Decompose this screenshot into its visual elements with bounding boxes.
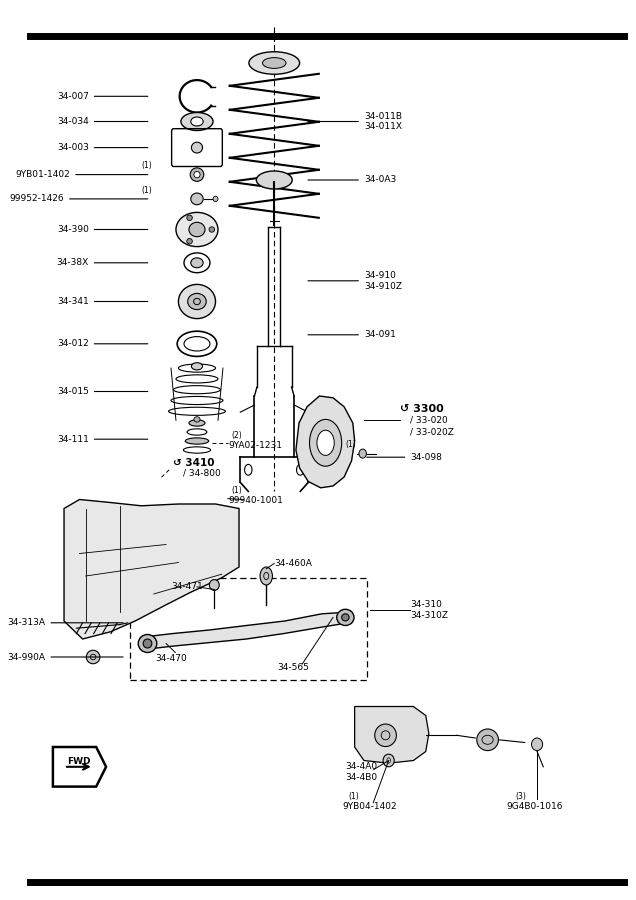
Text: / 34-800: / 34-800: [183, 469, 221, 478]
Text: 34-341: 34-341: [57, 297, 148, 306]
Ellipse shape: [86, 650, 100, 664]
Ellipse shape: [477, 729, 499, 751]
Text: 34-990A: 34-990A: [8, 652, 123, 662]
Ellipse shape: [191, 363, 202, 370]
Ellipse shape: [138, 634, 157, 652]
Text: 34-011B
34-011X: 34-011B 34-011X: [308, 112, 402, 131]
Ellipse shape: [189, 222, 205, 237]
Ellipse shape: [176, 212, 218, 247]
Text: 34-4B0: 34-4B0: [345, 773, 378, 782]
Text: 34-007: 34-007: [57, 92, 148, 101]
Text: ↺ 3300: ↺ 3300: [400, 403, 443, 414]
Ellipse shape: [209, 580, 219, 590]
Polygon shape: [296, 396, 355, 488]
Polygon shape: [141, 612, 350, 650]
Text: 99940-1001: 99940-1001: [228, 496, 283, 505]
Text: 9YA02-1231: 9YA02-1231: [228, 441, 282, 450]
Ellipse shape: [143, 639, 152, 648]
Text: 99952-1426: 99952-1426: [10, 194, 148, 203]
Text: 34-910
34-910Z: 34-910 34-910Z: [308, 271, 402, 291]
Text: 34-012: 34-012: [57, 339, 148, 348]
Text: 34-0A3: 34-0A3: [308, 176, 396, 184]
Text: 34-390: 34-390: [57, 225, 148, 234]
Text: (1): (1): [141, 161, 152, 170]
Text: 34-310: 34-310: [410, 600, 442, 609]
Ellipse shape: [191, 193, 203, 205]
Ellipse shape: [181, 112, 213, 130]
Ellipse shape: [310, 419, 342, 466]
Text: (1): (1): [349, 792, 359, 801]
Ellipse shape: [187, 215, 192, 220]
Ellipse shape: [194, 417, 200, 422]
Ellipse shape: [209, 227, 214, 232]
Text: 34-015: 34-015: [57, 387, 148, 396]
Ellipse shape: [249, 51, 300, 75]
Ellipse shape: [256, 171, 292, 189]
Polygon shape: [64, 500, 239, 639]
Text: 34-313A: 34-313A: [8, 618, 123, 627]
Text: 34-38X: 34-38X: [57, 258, 148, 267]
Text: ↺ 3410: ↺ 3410: [174, 457, 215, 468]
Ellipse shape: [342, 614, 349, 621]
Ellipse shape: [336, 609, 354, 626]
Text: 34-460A: 34-460A: [274, 559, 312, 568]
Text: 34-111: 34-111: [57, 435, 148, 444]
Ellipse shape: [194, 171, 200, 177]
Text: 34-034: 34-034: [57, 117, 148, 126]
Text: (1): (1): [345, 440, 356, 449]
Text: (1): (1): [231, 486, 242, 495]
Ellipse shape: [191, 257, 203, 268]
Ellipse shape: [532, 738, 543, 751]
Ellipse shape: [179, 284, 216, 319]
Text: 34-471: 34-471: [171, 582, 203, 591]
Ellipse shape: [189, 419, 205, 426]
Text: (1): (1): [141, 186, 152, 195]
Text: 34-4A0: 34-4A0: [345, 762, 378, 771]
Ellipse shape: [375, 724, 396, 747]
Text: 34-003: 34-003: [57, 143, 148, 152]
Ellipse shape: [187, 238, 192, 244]
Text: / 33-020: / 33-020: [410, 416, 448, 425]
Text: / 33-020Z: / 33-020Z: [410, 428, 454, 436]
Text: 34-310Z: 34-310Z: [410, 611, 448, 620]
Text: 34-470: 34-470: [155, 654, 187, 663]
Ellipse shape: [191, 117, 203, 126]
Text: 34-098: 34-098: [367, 453, 442, 462]
Text: 9YB04-1402: 9YB04-1402: [342, 802, 397, 811]
Ellipse shape: [301, 458, 307, 467]
Text: 9YB01-1402: 9YB01-1402: [15, 170, 148, 179]
Ellipse shape: [185, 438, 209, 444]
Text: 9G4B0-1016: 9G4B0-1016: [506, 802, 563, 811]
Ellipse shape: [191, 142, 202, 153]
Text: (3): (3): [515, 792, 527, 801]
Ellipse shape: [188, 293, 206, 310]
Polygon shape: [355, 706, 429, 763]
Ellipse shape: [190, 167, 204, 181]
Text: 34-091: 34-091: [308, 330, 396, 339]
Text: 34-565: 34-565: [277, 663, 309, 672]
Ellipse shape: [263, 58, 286, 68]
Text: FWD: FWD: [67, 757, 90, 766]
Ellipse shape: [359, 449, 366, 458]
Text: (2): (2): [231, 431, 242, 440]
Ellipse shape: [317, 430, 335, 455]
Ellipse shape: [383, 754, 394, 767]
Ellipse shape: [213, 196, 218, 202]
Ellipse shape: [260, 567, 272, 585]
